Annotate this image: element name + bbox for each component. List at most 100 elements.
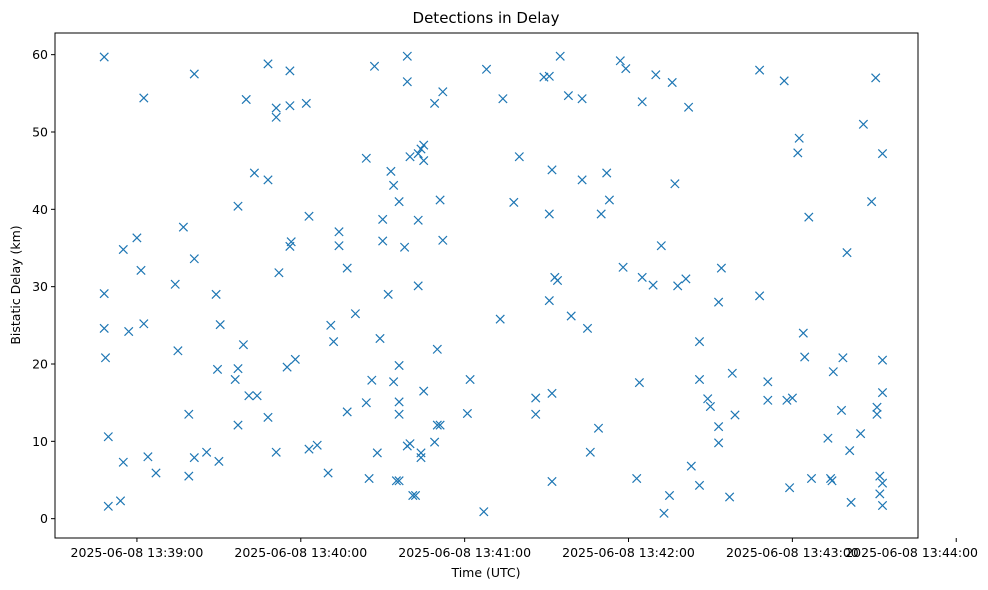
data-point-marker	[326, 320, 336, 330]
data-point-marker	[99, 288, 109, 299]
data-point-marker	[727, 368, 737, 378]
data-point-marker	[632, 473, 642, 484]
data-point-marker	[350, 309, 361, 319]
data-point-marker	[713, 297, 724, 307]
data-point-marker	[290, 354, 300, 365]
data-point-marker	[615, 56, 625, 66]
y-axis-label: Bistatic Delay (km)	[8, 225, 23, 344]
data-point-marker	[555, 51, 565, 61]
data-point-marker	[170, 279, 180, 289]
data-point-marker	[405, 152, 415, 162]
data-point-marker	[724, 492, 735, 502]
data-point-marker	[838, 353, 848, 363]
data-point-marker	[509, 197, 519, 208]
data-point-marker	[99, 52, 109, 62]
data-point-marker	[282, 362, 292, 372]
data-point-marker	[375, 333, 385, 344]
data-point-marker	[402, 51, 412, 61]
x-tick-label: 2025-06-08 13:42:00	[562, 545, 695, 560]
data-point-marker	[842, 247, 852, 258]
data-point-marker	[103, 432, 113, 442]
data-point-marker	[670, 179, 680, 189]
data-point-marker	[877, 500, 888, 511]
data-point-marker	[435, 420, 445, 430]
data-point-marker	[312, 440, 322, 450]
data-point-marker	[686, 461, 696, 471]
data-point-marker	[388, 180, 399, 191]
x-tick-label: 2025-06-08 13:43:00	[726, 545, 859, 560]
data-point-marker	[438, 87, 448, 97]
data-point-marker	[481, 64, 492, 74]
data-point-marker	[763, 377, 773, 387]
y-axis-ticks: 0 10 20 30 40 50 60	[32, 47, 55, 526]
data-point-marker	[858, 119, 869, 129]
data-point-marker	[782, 395, 792, 405]
data-point-marker	[367, 375, 377, 385]
data-point-marker	[413, 148, 423, 159]
data-point-marker	[132, 233, 142, 243]
data-point-marker	[103, 501, 113, 511]
data-point-marker	[547, 476, 557, 487]
data-point-marker	[214, 456, 224, 467]
data-point-marker	[651, 70, 661, 80]
data-point-marker	[845, 445, 855, 456]
x-tick-label: 2025-06-08 13:44:00	[845, 545, 978, 560]
data-point-marker	[875, 489, 885, 499]
data-point-marker	[184, 409, 194, 419]
data-point-marker	[118, 457, 128, 467]
data-point-marker	[563, 90, 574, 101]
data-point-marker	[462, 408, 473, 419]
data-point-marker	[495, 314, 505, 324]
data-point-marker	[429, 437, 440, 447]
y-tick-label: 0	[40, 511, 48, 526]
data-point-marker	[394, 360, 404, 371]
data-point-marker	[637, 97, 647, 107]
y-tick-label: 50	[32, 124, 48, 139]
data-point-marker	[634, 377, 645, 388]
data-point-marker	[304, 211, 314, 221]
data-point-marker	[694, 480, 705, 491]
data-point-marker	[779, 76, 789, 86]
data-point-marker	[394, 409, 404, 419]
data-point-marker	[416, 448, 426, 458]
data-point-marker	[386, 166, 396, 177]
data-point-marker	[435, 195, 445, 205]
data-point-marker	[100, 353, 111, 363]
x-axis-label: Time (UTC)	[450, 565, 520, 580]
data-point-marker	[648, 280, 658, 290]
data-point-marker	[694, 374, 705, 385]
data-point-marker	[577, 175, 587, 185]
data-point-marker	[877, 478, 888, 488]
data-point-marker	[394, 476, 404, 486]
data-point-marker	[189, 254, 199, 264]
data-point-marker	[230, 374, 240, 385]
data-point-marker	[498, 94, 508, 104]
data-point-marker	[479, 507, 489, 517]
data-point-marker	[465, 374, 475, 385]
y-tick-label: 20	[32, 356, 48, 371]
data-point-marker	[263, 175, 273, 185]
data-point-marker	[136, 265, 146, 276]
data-point-marker	[798, 328, 808, 338]
data-point-marker	[416, 452, 426, 463]
data-point-marker	[361, 398, 371, 408]
data-point-marker	[304, 444, 314, 454]
data-point-marker	[673, 281, 683, 291]
data-point-marker	[405, 439, 415, 449]
data-point-marker	[763, 395, 773, 405]
data-point-marker	[372, 448, 382, 458]
data-point-marker	[577, 94, 587, 104]
data-point-marker	[143, 452, 153, 462]
data-point-marker	[173, 346, 183, 356]
y-tick-label: 10	[32, 434, 48, 449]
data-point-marker	[656, 241, 666, 251]
data-point-marker	[823, 433, 833, 443]
chart-title: Detections in Delay	[413, 9, 560, 27]
data-point-marker	[394, 397, 404, 407]
data-point-marker	[419, 386, 429, 396]
data-point-marker	[531, 409, 541, 419]
data-point-marker	[544, 71, 554, 81]
data-point-marker	[713, 438, 724, 448]
data-point-marker	[115, 496, 126, 506]
